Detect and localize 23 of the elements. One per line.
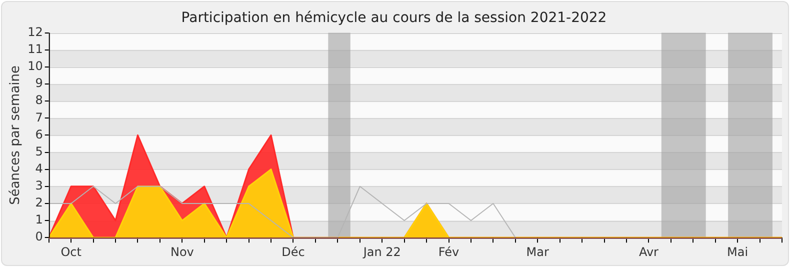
- y-tick-label: 3: [35, 178, 43, 193]
- x-tick-label: Déc: [282, 244, 305, 259]
- y-tick-label: 5: [35, 144, 43, 158]
- x-tick-label: Mai: [727, 244, 748, 259]
- y-tick-label: 9: [35, 76, 43, 90]
- x-tick-label: Fév: [438, 244, 460, 259]
- y-tick-label: 7: [35, 110, 43, 124]
- y-tick-label: 1: [35, 212, 43, 227]
- y-tick-label: 6: [35, 127, 43, 142]
- chart-title: Participation en hémicycle au cours de la session 2021-2022: [181, 10, 607, 26]
- x-tick-label: Avr: [638, 244, 659, 259]
- x-tick-label: Mar: [526, 244, 550, 259]
- x-tick-label: Jan 22: [362, 244, 401, 259]
- y-tick-label: 8: [35, 93, 43, 108]
- y-axis-title: Séances par semaine: [8, 65, 24, 205]
- y-tick-label: 10: [28, 59, 43, 74]
- y-tick-label: 12: [28, 24, 43, 39]
- y-tick-label: 2: [35, 196, 43, 210]
- x-tick-label: Oct: [60, 244, 82, 259]
- y-tick-label: 0: [35, 230, 43, 244]
- y-tick-label: 11: [28, 42, 43, 56]
- y-tick-label: 4: [35, 161, 43, 176]
- x-tick-label: Nov: [170, 244, 194, 259]
